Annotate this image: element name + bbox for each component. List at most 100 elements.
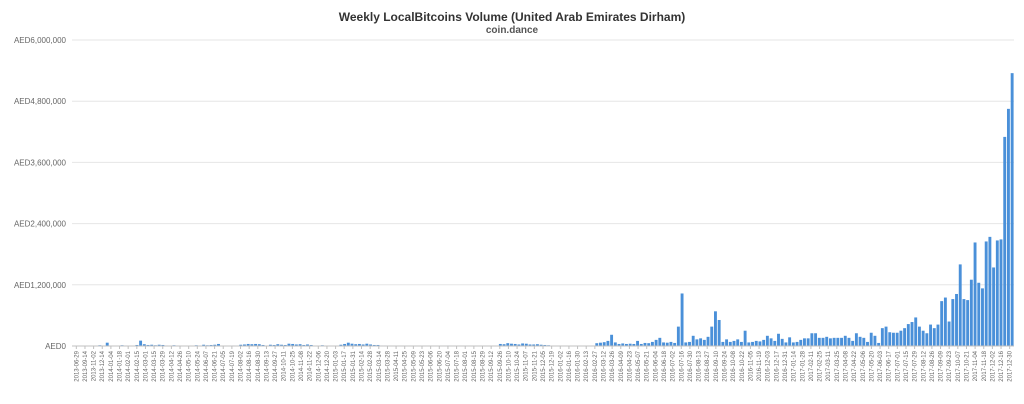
bar: [684, 342, 688, 346]
bar: [840, 337, 843, 346]
x-tick-label: 2017-03-11: [826, 350, 832, 381]
bar: [498, 343, 502, 346]
x-tick-label: 2014-06-21: [213, 350, 219, 381]
bar: [895, 332, 899, 346]
x-tick-label: 2017-06-03: [878, 350, 884, 381]
x-tick-label: 2016-07-16: [679, 350, 685, 381]
bar: [369, 344, 372, 346]
x-tick-label: 2016-02-13: [584, 350, 590, 381]
bars: [87, 73, 1014, 347]
x-tick-label: 2016-08-13: [697, 350, 703, 381]
bar: [884, 326, 888, 346]
bar: [688, 341, 691, 346]
bar: [999, 239, 1003, 346]
bar: [795, 341, 799, 346]
bar: [669, 341, 673, 346]
x-tick-label: 2015-10-10: [506, 350, 512, 381]
bar: [246, 343, 250, 346]
x-tick-label: 2015-03-28: [385, 350, 391, 381]
x-tick-label: 2014-01-18: [118, 350, 124, 381]
bar: [257, 344, 261, 346]
bar: [784, 342, 788, 346]
bar: [636, 340, 640, 346]
bar: [799, 339, 803, 346]
x-tick-label: 2014-05-10: [187, 350, 193, 381]
y-tick-label: AED1,200,000: [14, 281, 67, 290]
bar: [658, 337, 662, 346]
x-tick-label: 2014-03-15: [152, 350, 158, 381]
x-tick-label: 2017-01-28: [800, 350, 806, 381]
x-tick-label: 2017-09-09: [939, 350, 945, 381]
bar: [706, 336, 710, 346]
bar: [157, 344, 161, 346]
bar: [610, 334, 614, 346]
bar: [877, 342, 881, 346]
x-tick-label: 2015-11-21: [532, 350, 538, 381]
bar: [988, 236, 992, 346]
bar: [951, 299, 955, 346]
bar: [1003, 136, 1007, 346]
bar: [650, 341, 654, 346]
bar: [717, 319, 721, 346]
x-tick-label: 2014-07-19: [230, 350, 236, 381]
x-tick-label: 2015-08-29: [481, 350, 487, 381]
x-tick-label: 2017-01-14: [792, 350, 798, 381]
y-tick-label: AED3,600,000: [14, 158, 67, 167]
bar: [843, 335, 847, 346]
bar: [346, 342, 350, 346]
bar: [502, 344, 506, 346]
bar: [851, 340, 855, 346]
bar: [966, 300, 970, 346]
bar: [862, 337, 866, 346]
bar: [595, 343, 599, 346]
bar: [736, 339, 740, 346]
bar: [680, 293, 684, 346]
x-tick-label: 2013-12-14: [100, 350, 106, 381]
bar: [621, 343, 625, 346]
x-tick-label: 2017-04-08: [843, 350, 849, 381]
bar: [217, 343, 220, 346]
x-tick-label: 2015-07-18: [455, 350, 461, 381]
bar: [992, 267, 996, 346]
x-tick-label: 2014-08-16: [247, 350, 253, 381]
chart-subtitle: coin.dance: [485, 25, 539, 36]
y-tick-label: AED6,000,000: [14, 36, 67, 45]
bar: [343, 343, 347, 346]
bar: [291, 343, 295, 346]
x-tick-label: 2014-03-01: [143, 350, 149, 381]
x-tick-label: 2016-01-30: [576, 350, 582, 381]
x-tick-label: 2017-08-12: [921, 350, 927, 381]
bar: [276, 344, 280, 346]
bar: [821, 337, 825, 346]
bar: [599, 342, 602, 346]
bar: [780, 338, 784, 346]
x-tick-label: 2015-01-17: [342, 350, 348, 381]
bar: [357, 343, 361, 346]
x-tick-label: 2016-03-26: [610, 350, 616, 381]
bar: [699, 338, 703, 346]
x-tick-label: 2015-12-19: [550, 350, 556, 381]
bar: [817, 337, 821, 346]
bar: [936, 324, 940, 346]
bar: [762, 339, 766, 346]
x-tick-label: 2015-12-05: [541, 350, 547, 381]
bar: [847, 337, 851, 346]
bar: [995, 240, 999, 346]
x-tick-label: 2014-12-06: [316, 350, 322, 381]
bar: [287, 343, 291, 346]
bar: [943, 297, 947, 346]
x-tick-label: 2015-06-06: [429, 350, 435, 381]
bar: [917, 326, 921, 346]
x-tick-label: 2016-05-07: [636, 350, 642, 381]
bar: [702, 339, 706, 346]
bar: [365, 343, 369, 346]
x-tick-label: 2016-06-18: [662, 350, 668, 381]
bar: [721, 341, 725, 346]
x-tick-label: 2014-04-12: [169, 350, 175, 381]
bar: [758, 341, 762, 346]
bar: [773, 340, 777, 346]
x-tick-label: 2016-12-17: [774, 350, 780, 381]
x-tick-label: 2015-05-09: [411, 350, 417, 381]
bar: [869, 332, 873, 346]
x-tick-label: 2017-07-15: [904, 350, 910, 381]
